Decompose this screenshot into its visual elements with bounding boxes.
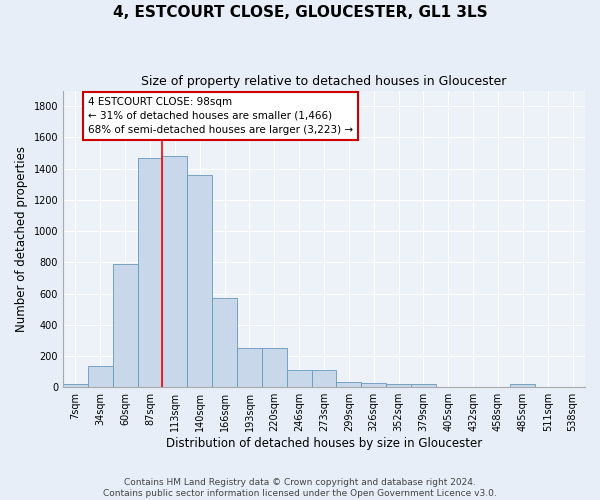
Text: Contains HM Land Registry data © Crown copyright and database right 2024.
Contai: Contains HM Land Registry data © Crown c… [103,478,497,498]
Bar [511,384,535,387]
Bar [386,384,411,387]
Text: 4, ESTCOURT CLOSE, GLOUCESTER, GL1 3LS: 4, ESTCOURT CLOSE, GLOUCESTER, GL1 3LS [113,5,487,20]
Bar [287,370,311,387]
Title: Size of property relative to detached houses in Gloucester: Size of property relative to detached ho… [142,75,507,88]
Bar [63,384,88,387]
Bar [113,264,137,387]
Bar [262,348,287,387]
Bar [212,298,237,387]
Bar [311,370,337,387]
Bar [361,382,386,387]
Bar [337,382,361,387]
Bar [187,175,212,387]
Bar [237,348,262,387]
Y-axis label: Number of detached properties: Number of detached properties [15,146,28,332]
X-axis label: Distribution of detached houses by size in Gloucester: Distribution of detached houses by size … [166,437,482,450]
Bar [163,156,187,387]
Text: 4 ESTCOURT CLOSE: 98sqm
← 31% of detached houses are smaller (1,466)
68% of semi: 4 ESTCOURT CLOSE: 98sqm ← 31% of detache… [88,97,353,135]
Bar [411,384,436,387]
Bar [137,158,163,387]
Bar [88,366,113,387]
